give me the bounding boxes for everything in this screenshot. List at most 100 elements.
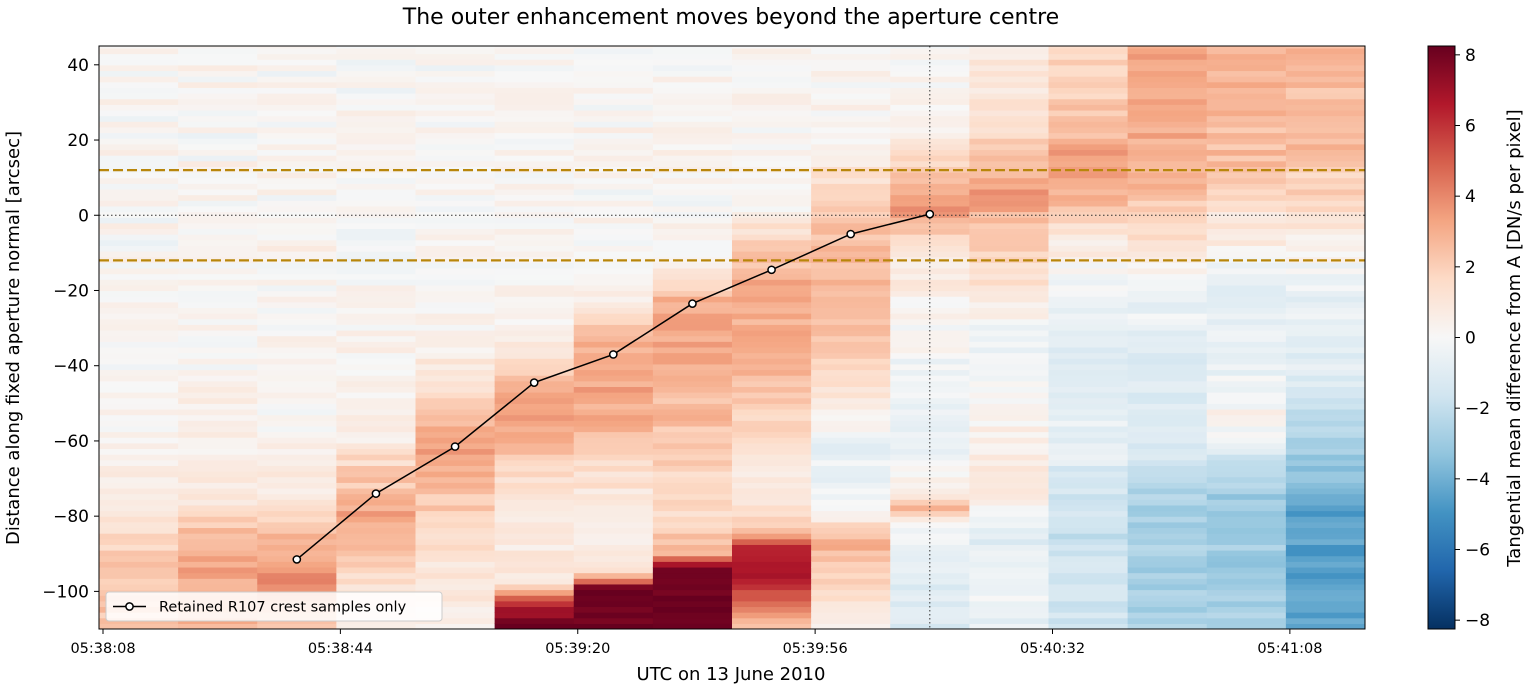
heatmap-cell (336, 578, 417, 585)
heatmap-cell (1048, 205, 1129, 213)
heatmap-cell (99, 471, 179, 478)
heatmap-cell (257, 465, 337, 472)
heatmap-cell (573, 250, 654, 258)
heatmap-cell (99, 510, 179, 517)
heatmap-cell (1048, 504, 1129, 512)
heatmap-cell (573, 98, 654, 105)
heatmap-cell (732, 589, 812, 596)
heatmap-cell (1206, 521, 1287, 529)
heatmap-cell (257, 205, 337, 213)
heatmap-cell (652, 267, 733, 275)
heatmap-cell (573, 228, 654, 235)
heatmap-cell (257, 397, 337, 404)
heatmap-cell (811, 617, 891, 624)
heatmap-cell (1127, 544, 1208, 551)
heatmap-cell (257, 324, 337, 331)
heatmap-cell (178, 550, 258, 557)
heatmap-cell (969, 583, 1050, 591)
heatmap-cell (573, 521, 654, 529)
heatmap-cell (732, 392, 812, 399)
heatmap-cell (573, 516, 654, 523)
heatmap-cell (652, 448, 733, 455)
heatmap-cell (652, 363, 733, 371)
heatmap-cell (1048, 623, 1129, 629)
heatmap-cell (811, 550, 891, 557)
heatmap-cell (257, 544, 337, 551)
heatmap-cell (732, 284, 812, 292)
heatmap-cell (1285, 143, 1365, 151)
heatmap-cell (336, 70, 417, 77)
heatmap-cell (890, 454, 970, 461)
heatmap-cell (1285, 352, 1365, 359)
plot-frame (98, 45, 1366, 630)
heatmap-cell (1048, 375, 1129, 382)
heatmap-cell (1285, 211, 1365, 218)
heatmap-cell (969, 313, 1050, 320)
crest-point (450, 442, 460, 451)
heatmap-cell (336, 217, 417, 224)
legend-box (105, 591, 443, 622)
heatmap-cell (99, 307, 179, 314)
heatmap-cell (811, 211, 891, 218)
heatmap-cell (336, 245, 417, 252)
heatmap-cell (652, 222, 733, 230)
heatmap-cell (1206, 64, 1287, 72)
heatmap-cell (1206, 476, 1287, 483)
heatmap-cell (652, 47, 733, 55)
heatmap-cell (494, 301, 575, 309)
heatmap-cell (969, 143, 1050, 151)
heatmap-cell (573, 143, 654, 151)
heatmap-cell (494, 307, 575, 314)
heatmap-cell (494, 318, 575, 325)
heatmap-cell (573, 262, 654, 269)
heatmap-cell (1285, 296, 1365, 303)
heatmap-cell (811, 471, 891, 478)
y-tick-label: 40 (67, 56, 89, 76)
heatmap-cell (573, 459, 654, 466)
heatmap-cell (336, 363, 417, 371)
heatmap-cell (652, 53, 733, 60)
heatmap-cell (969, 397, 1050, 404)
heatmap-cell (415, 544, 496, 551)
heatmap-cell (257, 160, 337, 167)
heatmap-cell (573, 617, 654, 624)
heatmap-cell (890, 64, 970, 72)
heatmap-cell (1285, 222, 1365, 230)
heatmap-cell (494, 93, 575, 100)
heatmap-cell (969, 239, 1050, 246)
heatmap-cell (732, 606, 812, 613)
heatmap-cell (652, 228, 733, 235)
heatmap-cell (811, 46, 891, 49)
heatmap-cell (890, 465, 970, 472)
heatmap-cell (1048, 262, 1129, 269)
heatmap-cell (652, 431, 733, 438)
heatmap-cell (732, 459, 812, 466)
heatmap-cell (1285, 217, 1365, 224)
heatmap-cell (494, 420, 575, 427)
heatmap-cell (178, 138, 258, 145)
heatmap-cell (1206, 465, 1287, 472)
heatmap-cell (890, 550, 970, 557)
heatmap-cell (1127, 369, 1208, 376)
heatmap-cell (1285, 121, 1365, 128)
heatmap-cell (415, 420, 496, 427)
heatmap-cell (732, 471, 812, 478)
heatmap-cell (1206, 572, 1287, 579)
heatmap-cell (415, 194, 496, 201)
heatmap-column (1048, 46, 1129, 629)
heatmap-cell (415, 606, 496, 613)
x-tick-label: 05:40:32 (1020, 641, 1085, 657)
heatmap-cell (494, 623, 575, 629)
heatmap-cell (1206, 87, 1287, 94)
heatmap-cell (573, 504, 654, 512)
heatmap-cell (573, 324, 654, 331)
heatmap-cell (257, 352, 337, 359)
heatmap-cell (178, 578, 258, 585)
colorbar-tick-label: 0 (1465, 329, 1476, 349)
heatmap-cell (732, 527, 812, 534)
heatmap-cell (1206, 482, 1287, 489)
heatmap-cell (890, 205, 970, 213)
heatmap-cell (969, 437, 1050, 444)
heatmap-cell (811, 487, 891, 495)
heatmap-cell (1206, 448, 1287, 455)
